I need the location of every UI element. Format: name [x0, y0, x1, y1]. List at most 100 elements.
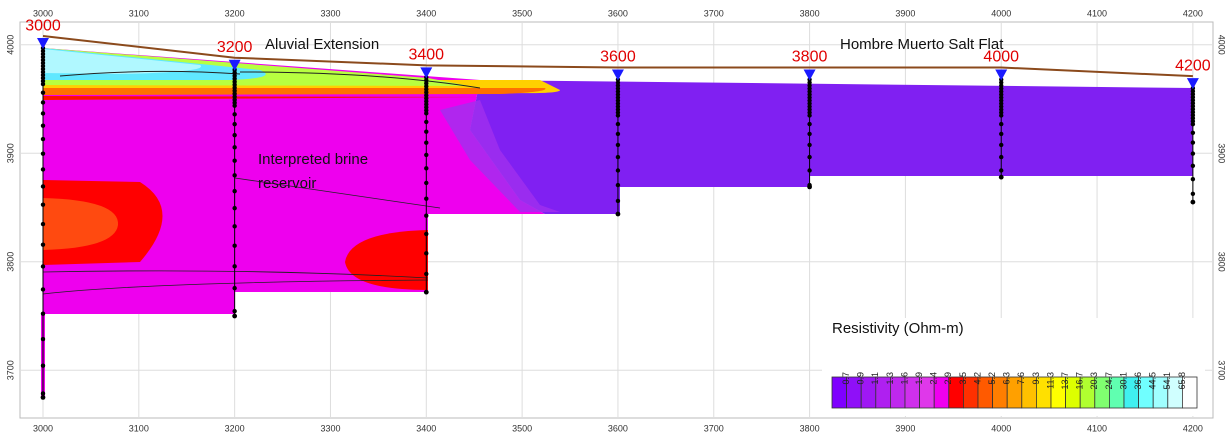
electrode: [232, 173, 237, 178]
electrode: [615, 211, 621, 217]
colorbar-label: 24.7: [1104, 372, 1114, 390]
electrode: [40, 287, 46, 292]
x-tick-label: 4100: [1087, 8, 1107, 18]
colorbar-label: 1.1: [870, 372, 880, 385]
colorbar-label: 1.6: [899, 372, 909, 385]
electrode: [424, 119, 429, 125]
electrode: [40, 90, 46, 95]
electrode: [807, 113, 812, 118]
electrode: [232, 313, 238, 319]
electrode: [999, 142, 1004, 148]
x-tick-label: 3100: [129, 8, 149, 18]
x-tick-label: 3200: [225, 8, 245, 18]
electrode: [807, 154, 812, 160]
electrode: [424, 251, 429, 256]
legend-title: Resistivity (Ohm-m): [832, 320, 964, 337]
electrode: [424, 111, 429, 116]
station-marker: [611, 69, 624, 81]
colorbar-label: 0.9: [856, 372, 866, 385]
contour: [234, 177, 441, 209]
y-tick-label: 4000: [1217, 35, 1227, 55]
station-label: 4200: [1175, 57, 1211, 74]
electrode: [807, 131, 812, 137]
transition-zone: [440, 100, 560, 212]
x-tick-label: 3600: [608, 423, 628, 433]
colorbar-label: 4.2: [972, 372, 982, 385]
electrode: [232, 103, 237, 108]
electrode: [40, 136, 46, 142]
annotation: reservoir: [258, 175, 316, 192]
orange-band: [43, 88, 546, 95]
electrode: [1190, 176, 1196, 182]
electrode: [232, 285, 237, 291]
colorbar-label: 54.1: [1162, 372, 1172, 390]
topography: [42, 35, 1193, 78]
colorbar-label: 11.3: [1045, 372, 1055, 389]
electrode: [998, 174, 1004, 180]
electrode: [40, 202, 46, 207]
colorbar-label: 1.3: [885, 372, 895, 385]
colorbar-label: 30.1: [1118, 372, 1128, 390]
annotation: Aluvial Extension: [265, 36, 379, 53]
electrode: [615, 131, 621, 137]
x-tick-label: 3700: [704, 423, 724, 433]
electrode: [40, 363, 46, 368]
x-tick-label: 3000: [33, 423, 53, 433]
electrode: [232, 308, 237, 314]
x-tick-label: 4000: [991, 423, 1011, 433]
electrode: [232, 243, 237, 248]
electrode: [1190, 191, 1196, 196]
electrode: [424, 152, 429, 158]
station-label: 3400: [408, 47, 444, 64]
contour: [59, 70, 481, 89]
electrode: [232, 188, 237, 194]
electrode: [423, 289, 429, 295]
station-marker: [995, 69, 1008, 81]
electrode: [1190, 140, 1196, 145]
electrode: [1190, 199, 1196, 205]
station-marker: [228, 59, 241, 71]
stations: 3000 3200 3400 3600 3800 4000 4200: [25, 17, 1211, 400]
station-label: 3000: [25, 17, 61, 34]
x-tick-label: 4100: [1087, 423, 1107, 433]
electrode: [232, 158, 237, 163]
electrode: [232, 112, 237, 117]
x-tick-label: 3000: [33, 8, 53, 18]
electrode: [40, 81, 46, 87]
electrode: [40, 151, 46, 156]
electrode: [424, 129, 429, 134]
electrode: [232, 224, 237, 229]
orange-zone: [43, 198, 119, 250]
electrode: [40, 242, 46, 247]
y-tick-label: 4000: [5, 35, 15, 55]
electrode: [40, 394, 46, 400]
y-tick-label: 3800: [1217, 252, 1227, 272]
station-label: 3800: [792, 49, 828, 66]
electrode: [615, 198, 621, 204]
x-tick-label: 4000: [991, 8, 1011, 18]
colorbar-label: 1.9: [914, 372, 924, 385]
electrode: [807, 168, 812, 173]
colorbar-label: 5.2: [987, 372, 997, 385]
station-label: 4000: [983, 49, 1019, 66]
y-tick-label: 3900: [5, 143, 15, 163]
colorbar-label: 2.4: [929, 372, 939, 385]
electrode: [999, 168, 1004, 173]
purple-zone: [470, 80, 1193, 214]
colorbar-label: 20.3: [1089, 372, 1099, 390]
electrode: [40, 336, 46, 342]
electrode: [615, 121, 621, 127]
colorbar-label: 36.6: [1133, 372, 1143, 390]
electrode: [424, 166, 429, 171]
colorbar-label: 9.3: [1031, 372, 1041, 385]
electrode: [615, 168, 621, 173]
electrode: [232, 205, 237, 211]
electrode: [424, 231, 429, 237]
electrode: [807, 184, 812, 190]
x-tick-label: 4200: [1183, 8, 1203, 18]
electrode: [232, 121, 237, 127]
x-tick-label: 3200: [225, 423, 245, 433]
electrode: [1190, 151, 1196, 156]
electrode: [807, 142, 812, 148]
